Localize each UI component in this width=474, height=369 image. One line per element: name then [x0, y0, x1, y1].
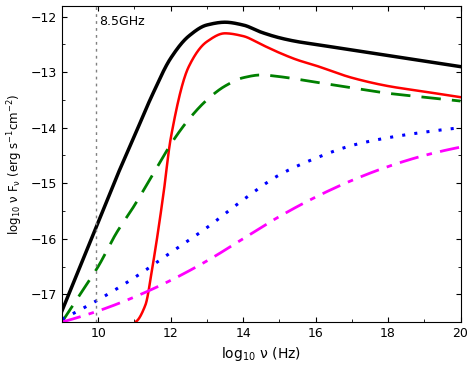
X-axis label: $\mathrm{log_{10}\ \nu\ (Hz)}$: $\mathrm{log_{10}\ \nu\ (Hz)}$ [221, 345, 301, 363]
Text: 8.5GHz: 8.5GHz [99, 15, 145, 28]
Y-axis label: $\mathrm{log_{10}\ \nu\ F_{\nu}\ (erg\ s^{-1}cm^{-2})}$: $\mathrm{log_{10}\ \nu\ F_{\nu}\ (erg\ s… [6, 93, 25, 235]
